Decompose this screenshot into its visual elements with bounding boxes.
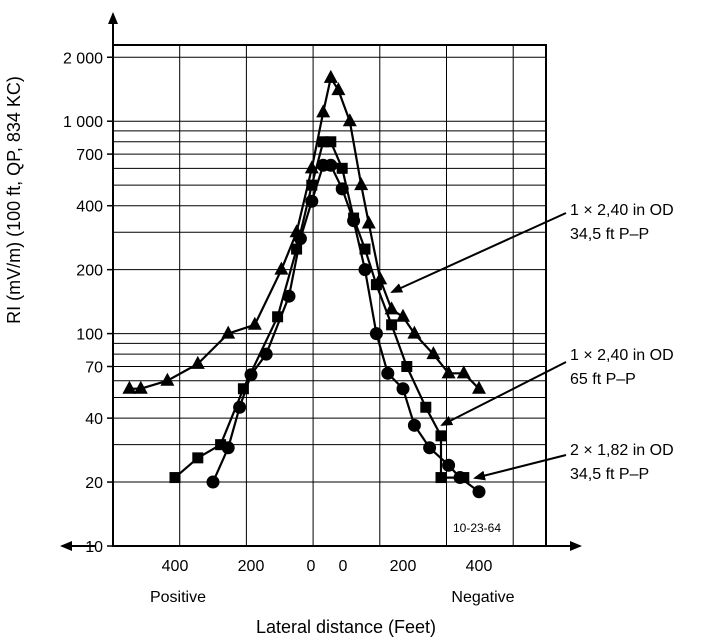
y-tick-label: 2 000 xyxy=(63,50,103,67)
triangle-marker xyxy=(472,380,486,394)
triangle-marker xyxy=(441,365,456,379)
circle-marker xyxy=(293,232,307,246)
y-tick-label: 200 xyxy=(76,263,103,280)
series-square xyxy=(169,136,470,484)
square-marker xyxy=(336,162,348,174)
circle-marker xyxy=(221,441,235,455)
x-tick-label: 400 xyxy=(466,558,493,575)
series-triangle xyxy=(122,69,486,394)
square-marker xyxy=(401,361,413,373)
circle-marker xyxy=(259,347,273,361)
triangle-marker xyxy=(426,346,441,360)
square-marker xyxy=(169,472,181,484)
circle-marker xyxy=(244,368,258,382)
square-marker xyxy=(420,401,432,413)
circle-marker xyxy=(453,471,467,485)
triangle-marker xyxy=(342,113,357,127)
date-stamp: 10-23-64 xyxy=(453,521,501,535)
positive-label: Positive xyxy=(150,589,206,606)
callout-text: 1 × 2,40 in OD xyxy=(570,347,674,364)
circle-marker xyxy=(282,289,296,303)
triangle-marker xyxy=(247,316,262,330)
y-tick-label: 100 xyxy=(76,327,103,344)
circle-marker xyxy=(396,382,410,396)
y-axis-title: RI (mV/m) (100 ft, QP, 834 KC) xyxy=(4,76,24,324)
x-tick-label: 0 xyxy=(339,558,348,575)
square-marker xyxy=(306,179,318,191)
series-circle xyxy=(206,158,486,499)
square-marker xyxy=(192,452,204,464)
square-marker xyxy=(435,472,447,484)
circle-marker xyxy=(335,182,349,196)
triangle-marker xyxy=(361,215,376,229)
callout-arrow xyxy=(473,454,567,481)
y-tick-label: 20 xyxy=(85,475,103,492)
square-marker xyxy=(215,439,227,451)
triangle-marker xyxy=(316,104,331,118)
circle-marker xyxy=(407,418,421,432)
callout-text: 65 ft P–P xyxy=(570,371,636,388)
triangle-marker xyxy=(456,365,471,379)
circle-marker xyxy=(358,263,372,277)
triangle-marker xyxy=(384,301,399,315)
circle-marker xyxy=(206,475,220,489)
triangle-marker xyxy=(122,380,137,394)
y-tick-label: 700 xyxy=(76,147,103,164)
callout-text: 1 × 2,40 in OD xyxy=(570,202,674,219)
square-marker xyxy=(370,279,382,291)
annotations: 1 × 2,40 in OD 34,5 ft P–P 1 × 2,40 in OD 6… xyxy=(390,202,674,483)
triangle-marker xyxy=(407,325,422,339)
y-tick-label: 40 xyxy=(85,411,103,428)
x-tick-label: 200 xyxy=(390,558,417,575)
callout-arrow xyxy=(440,361,567,426)
circle-marker xyxy=(472,485,486,499)
triangle-marker xyxy=(190,355,205,369)
triangle-marker xyxy=(331,82,346,96)
callout-arrow xyxy=(390,212,567,293)
negative-label: Negative xyxy=(451,589,514,606)
triangle-marker xyxy=(274,261,289,275)
y-tick-label: 10 xyxy=(85,539,103,556)
series-layer xyxy=(122,69,486,499)
circle-marker xyxy=(369,327,383,341)
x-tick-label: 200 xyxy=(238,558,265,575)
circle-marker xyxy=(381,366,395,380)
circle-marker xyxy=(347,214,361,228)
y-tick-label: 70 xyxy=(85,360,103,377)
callout-text: 34,5 ft P–P xyxy=(570,226,649,243)
x-tick-label: 0 xyxy=(307,558,316,575)
square-marker xyxy=(435,430,447,442)
grid xyxy=(112,44,547,547)
square-marker xyxy=(291,243,303,255)
axes: 10 20 40 70 100 200 400 700 1 000 2 000 400 200 0 0 20… xyxy=(60,12,582,575)
callout-text: 34,5 ft P–P xyxy=(570,466,649,483)
circle-marker xyxy=(423,441,437,455)
y-tick-label: 1 000 xyxy=(63,114,103,131)
triangle-marker xyxy=(354,177,369,191)
x-axis-title: Lateral distance (Feet) xyxy=(256,617,436,637)
triangle-marker xyxy=(323,69,338,83)
plot-frame xyxy=(112,44,547,547)
triangle-marker xyxy=(133,380,148,394)
series-line xyxy=(129,76,480,390)
circle-marker xyxy=(305,194,319,208)
square-marker xyxy=(317,136,329,148)
triangle-marker xyxy=(160,372,175,386)
square-marker xyxy=(386,319,398,331)
x-tick-label: 400 xyxy=(162,558,189,575)
triangle-marker xyxy=(221,325,236,339)
circle-marker xyxy=(442,458,456,472)
square-marker xyxy=(325,136,337,148)
triangle-marker xyxy=(396,308,410,322)
callout-text: 2 × 1,82 in OD xyxy=(570,442,674,459)
circle-marker xyxy=(233,400,247,414)
square-marker xyxy=(272,311,284,323)
circle-marker xyxy=(324,158,338,172)
square-marker xyxy=(359,243,371,255)
y-tick-label: 400 xyxy=(76,199,103,216)
square-marker xyxy=(237,383,249,395)
